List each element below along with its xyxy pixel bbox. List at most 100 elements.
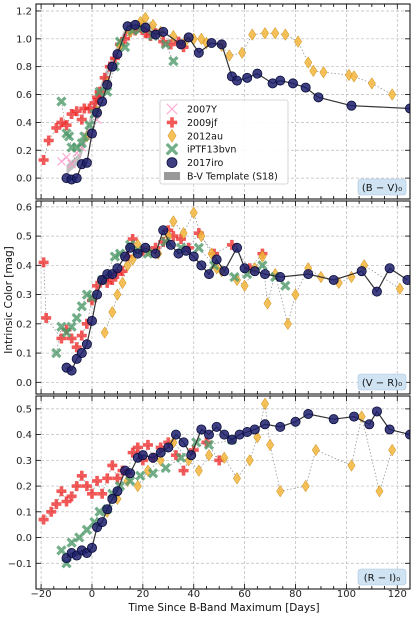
y-tick-label: 0.1 <box>16 507 32 518</box>
point-2012au <box>133 479 142 493</box>
point-2009jf <box>92 280 103 291</box>
plot-area <box>38 397 410 569</box>
point-2017iro <box>328 274 339 285</box>
point-2017iro <box>107 493 118 504</box>
point-2009jf <box>142 439 153 450</box>
point-2009jf <box>79 103 90 114</box>
point-2012au <box>291 288 300 301</box>
point-2012au <box>350 70 359 83</box>
point-2009jf <box>71 106 82 117</box>
point-2017iro <box>371 406 382 417</box>
point-2009jf <box>112 269 123 280</box>
point-2012au <box>233 472 241 485</box>
point-2017iro <box>275 272 286 283</box>
point-2017iro <box>231 242 242 253</box>
panel-tag-box <box>357 373 407 391</box>
y-tick-label: 0.0 <box>16 378 32 389</box>
point-2009jf <box>244 263 255 274</box>
point-2012au <box>248 28 257 41</box>
legend-marker-template <box>164 172 180 180</box>
point-2012au <box>169 29 178 43</box>
point-2012au <box>261 397 269 410</box>
point-2017iro <box>158 225 169 236</box>
point-2017iro <box>252 68 263 79</box>
point-2017iro <box>196 424 207 435</box>
point-2017iro <box>287 78 298 89</box>
legend-box <box>159 99 289 185</box>
point-2009jf <box>86 488 97 499</box>
point-iPTF13bvn <box>51 347 62 359</box>
point-2017iro <box>204 269 215 280</box>
point-2009jf <box>71 481 82 492</box>
point-2017iro <box>155 447 166 458</box>
legend-label: B-V Template (S18) <box>187 172 278 183</box>
point-2012au <box>258 250 267 263</box>
point-2012au <box>301 479 310 493</box>
point-2012au <box>123 259 132 272</box>
point-2017iro <box>170 429 181 440</box>
point-iPTF13bvn <box>76 138 87 149</box>
point-2012au <box>100 326 109 339</box>
point-2009jf <box>38 155 49 165</box>
point-2009jf <box>107 460 118 471</box>
point-2012au <box>197 229 206 243</box>
point-2012au <box>205 448 213 462</box>
panel-bv: 0.0 0.2 0.4 0.6 0.8 1.0 1.2 (B − V)₀ <box>16 3 411 200</box>
point-2009jf <box>51 499 62 510</box>
point-2017iro <box>102 79 113 90</box>
point-2009jf <box>168 231 179 242</box>
point-2017iro <box>97 96 108 107</box>
point-iPTF13bvn <box>119 42 131 53</box>
point-2009jf <box>43 135 54 146</box>
point-2017iro <box>188 251 199 262</box>
panel-frame <box>35 395 411 590</box>
x-tick-label: 80 <box>289 589 302 600</box>
point-iPTF13bvn <box>56 545 67 556</box>
point-2009jf <box>120 33 131 44</box>
point-2017iro <box>346 100 357 111</box>
point-2017iro <box>178 437 189 448</box>
y-tick-label: 0.1 <box>16 349 32 360</box>
legend-marker-2009jf <box>166 117 178 128</box>
point-2012au <box>189 206 198 219</box>
point-2009jf <box>86 295 97 306</box>
point-2017iro <box>300 82 311 93</box>
point-2017iro <box>384 424 395 435</box>
point-2012au <box>304 56 313 69</box>
y-tick-label: 1.0 <box>16 34 32 45</box>
point-2009jf <box>178 465 189 476</box>
point-2012au <box>238 46 247 59</box>
y-tick-label: 0.5 <box>16 232 32 243</box>
point-iPTF13bvn <box>81 524 93 535</box>
point-2017iro <box>176 39 187 50</box>
point-2012au <box>220 451 229 464</box>
point-2009jf <box>66 491 77 502</box>
point-2009jf <box>81 318 92 329</box>
point-2017iro <box>183 32 194 43</box>
plot-area <box>38 206 410 376</box>
point-2009jf <box>99 72 110 83</box>
panel-tag-box <box>357 178 407 196</box>
point-2017iro <box>81 157 92 168</box>
point-2009jf <box>145 31 156 42</box>
point-2017iro <box>97 517 108 528</box>
point-2017iro <box>303 409 314 420</box>
point-2009jf <box>89 97 100 108</box>
point-2017iro <box>259 269 270 280</box>
point-2009jf <box>56 486 67 497</box>
point-2017iro <box>206 38 217 49</box>
point-2017iro <box>196 260 207 271</box>
point-2009jf <box>76 330 87 341</box>
point-2017iro <box>137 450 148 461</box>
point-2009jf <box>107 274 118 285</box>
point-2017iro <box>371 286 382 297</box>
point-iPTF13bvn <box>175 452 187 463</box>
point-2012au <box>113 288 122 301</box>
point-2009jf <box>97 488 108 499</box>
point-2017iro <box>204 429 215 440</box>
point-2017iro <box>186 450 197 461</box>
point-iPTF13bvn <box>147 468 159 479</box>
y-tick-label: 0.0 <box>16 533 32 544</box>
x-tick-label: −20 <box>31 589 52 600</box>
point-2012au <box>283 317 292 331</box>
